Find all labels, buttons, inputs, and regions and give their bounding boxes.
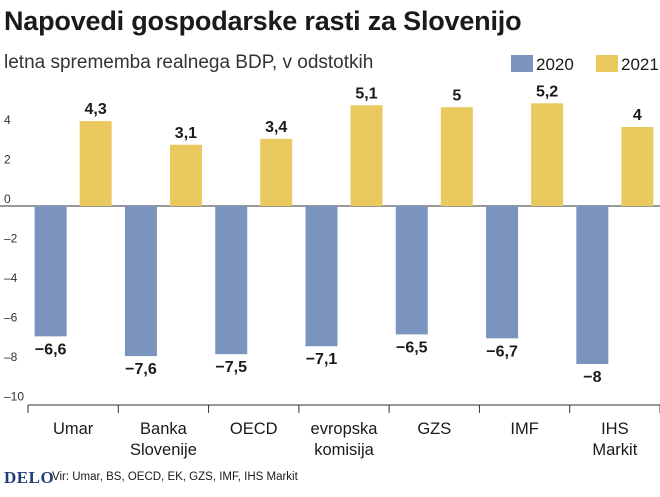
data-label-2021: 5,1 xyxy=(355,85,377,102)
chart-subtitle: letna sprememba realnega BDP, v odstotki… xyxy=(4,52,374,73)
data-label-2020: −7,1 xyxy=(306,351,338,368)
data-label-2021: 3,1 xyxy=(175,125,197,142)
legend-swatch-2020 xyxy=(511,55,533,72)
data-label-2020: −6,5 xyxy=(396,339,428,356)
y-tick-label: –6 xyxy=(4,311,18,325)
data-label-2020: −8 xyxy=(583,369,601,386)
category-label: komisija xyxy=(314,441,374,459)
category-label: Umar xyxy=(53,420,94,438)
data-label-2021: 3,4 xyxy=(265,119,287,136)
data-label-2021: 4,3 xyxy=(85,101,107,118)
bar-2020 xyxy=(124,206,157,357)
category-label: GZS xyxy=(417,420,451,438)
y-tick-label: –10 xyxy=(4,390,24,404)
category-label: IMF xyxy=(510,420,538,438)
category-label: OECD xyxy=(230,420,278,438)
bar-2021 xyxy=(531,103,564,206)
y-tick-label: –8 xyxy=(4,350,18,364)
legend-swatch-2021 xyxy=(596,55,618,72)
bar-2020 xyxy=(215,206,248,355)
data-label-2020: −7,6 xyxy=(125,361,157,378)
source-note: Vir: Umar, BS, OECD, EK, GZS, IMF, IHS M… xyxy=(52,471,298,483)
data-label-2020: −6,6 xyxy=(35,341,67,358)
bar-2021 xyxy=(621,127,654,206)
bar-2020 xyxy=(34,206,67,337)
bar-2021 xyxy=(260,138,293,206)
y-tick-label: –4 xyxy=(4,271,18,285)
category-label: IHS xyxy=(601,420,629,438)
data-label-2021: 4 xyxy=(633,107,642,124)
data-label-2020: −6,7 xyxy=(486,343,518,360)
bar-2020 xyxy=(305,206,338,347)
chart-title: Napovedi gospodarske rasti za Slovenijo xyxy=(4,6,522,36)
category-label: Banka xyxy=(140,420,188,438)
bar-2020 xyxy=(576,206,609,364)
legend-label-2020: 2020 xyxy=(536,55,574,74)
bar-2021 xyxy=(79,121,112,206)
data-label-2021: 5 xyxy=(452,87,461,104)
delo-logo: DELO xyxy=(4,468,55,487)
bar-2021 xyxy=(440,107,473,206)
bar-2020 xyxy=(486,206,519,339)
y-tick-label: 4 xyxy=(4,113,11,127)
category-label: Slovenije xyxy=(130,441,197,459)
category-label: Markit xyxy=(592,441,637,459)
data-label-2020: −7,5 xyxy=(215,359,247,376)
y-tick-label: 0 xyxy=(4,192,11,206)
category-label: evropska xyxy=(311,420,379,438)
bar-2021 xyxy=(169,144,202,206)
data-label-2021: 5,2 xyxy=(536,83,558,100)
bar-2021 xyxy=(350,105,383,206)
y-tick-label: 2 xyxy=(4,153,11,167)
y-tick-label: –2 xyxy=(4,232,18,246)
bar-2020 xyxy=(395,206,428,335)
legend-label-2021: 2021 xyxy=(621,55,659,74)
